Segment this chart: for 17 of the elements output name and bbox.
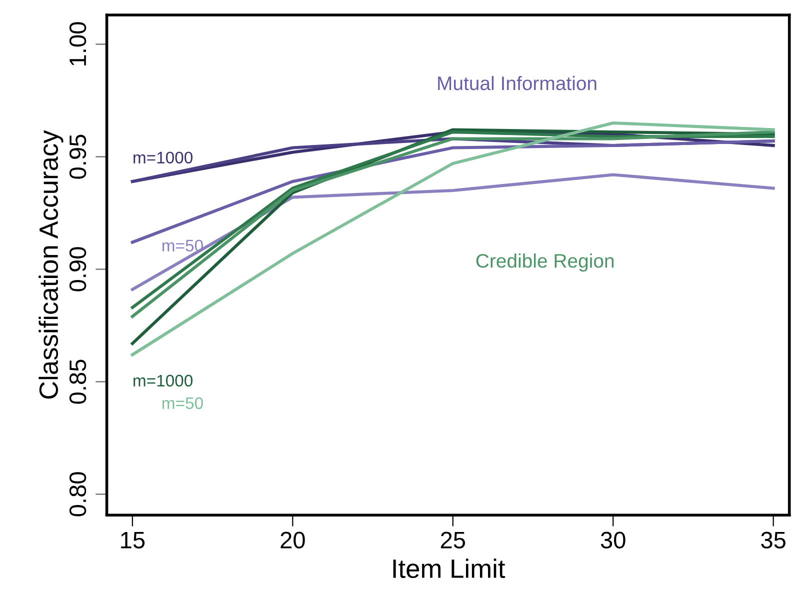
y-tick-label: 0.95 xyxy=(69,134,86,179)
x-tick-label: 30 xyxy=(600,532,626,548)
x-tick-label: 25 xyxy=(440,532,466,548)
x-tick-label: 15 xyxy=(121,532,145,548)
y-tick-label: 1.00 xyxy=(69,22,86,66)
x-axis-title: Item Limit xyxy=(393,558,506,578)
annotation: Credible Region xyxy=(476,253,614,272)
y-tick-label: 0.85 xyxy=(69,360,86,404)
annotation: m=1000 xyxy=(134,374,193,387)
y-axis-title: Classification Accuracy xyxy=(38,130,64,399)
x-tick-label: 20 xyxy=(280,532,305,548)
annotation: Mutual Information xyxy=(438,76,596,90)
annotation: m=50 xyxy=(162,397,203,410)
x-tick-label: 35 xyxy=(761,532,786,548)
y-tick-label: 0.90 xyxy=(69,247,86,292)
annotation: m=1000 xyxy=(134,152,193,164)
y-tick-label: 0.80 xyxy=(69,472,86,516)
